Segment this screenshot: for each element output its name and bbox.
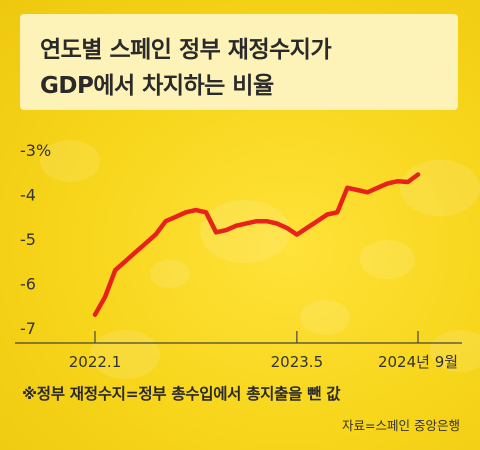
title-box: 연도별 스페인 정부 재정수지가 GDP에서 차지하는 비율 xyxy=(20,14,458,110)
y-tick-label: -4 xyxy=(20,186,36,205)
source-note: 자료=스페인 중앙은행 xyxy=(342,418,460,433)
background-texture-speck xyxy=(150,260,190,288)
y-tick-label: -5 xyxy=(20,230,36,249)
y-tick-label: -7 xyxy=(20,319,36,338)
chart-title-line-2: GDP에서 차지하는 비율 xyxy=(40,73,274,99)
background-texture-speck xyxy=(90,330,160,379)
background-texture-speck xyxy=(40,140,100,182)
series-line xyxy=(92,172,421,317)
y-tick-label: -6 xyxy=(20,275,36,294)
background-texture-speck xyxy=(360,240,415,279)
x-tick-label: 2022.1 xyxy=(69,353,122,371)
background-texture-speck xyxy=(400,160,480,216)
chart-title-line-1: 연도별 스페인 정부 재정수지가 xyxy=(40,37,332,63)
x-tick-label: 2023.5 xyxy=(271,353,324,371)
line-chart: -3% -4 -5 -6 -7 2022.1 2023.5 2024년 9월 xyxy=(15,141,462,371)
background-texture-speck xyxy=(300,300,350,335)
footnote: ※정부 재정수지=정부 총수입에서 총지출을 뺀 값 xyxy=(22,385,341,403)
y-tick-label: -3% xyxy=(20,141,51,160)
background-texture-speck xyxy=(430,330,480,372)
x-tick-label: 2024년 9월 xyxy=(378,353,458,371)
